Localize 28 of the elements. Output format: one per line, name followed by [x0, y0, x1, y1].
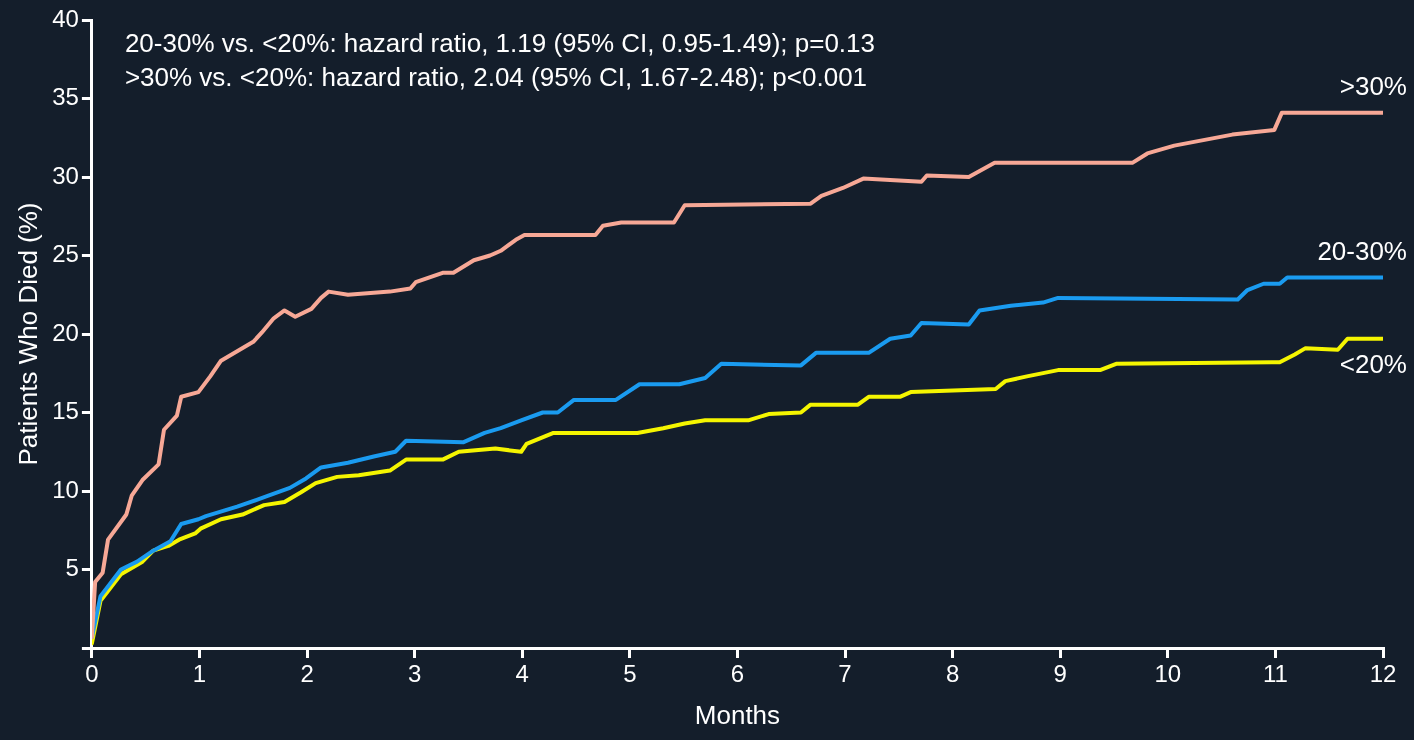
x-tick-label: 8	[945, 660, 960, 688]
x-tick-label: 9	[1053, 660, 1067, 688]
y-tick-label: 10	[52, 475, 79, 503]
annotation: 20-30% vs. <20%: hazard ratio, 1.19 (95% CI, 0.95-1.49); p=0.13	[124, 28, 876, 59]
annotation: >30% vs. <20%: hazard ratio, 2.04 (95% CI, 1.67-2.48); p<0.001	[124, 62, 868, 93]
y-tick-label: 15	[52, 397, 79, 425]
y-axis-title: Patients Who Died (%)	[12, 202, 43, 466]
y-tick-label: 5	[65, 554, 79, 582]
x-tick-label: 1	[192, 660, 207, 688]
x-tick-label: 0	[85, 660, 99, 688]
x-tick-label: 5	[623, 660, 637, 688]
x-tick-label: 6	[730, 660, 745, 688]
x-tick-label: 10	[1154, 660, 1182, 688]
y-tick-label: 20	[52, 318, 79, 346]
x-tick-label: 7	[838, 660, 852, 688]
series-label: >30%	[1339, 70, 1407, 101]
x-tick-label: 4	[515, 660, 529, 688]
x-tick-label: 11	[1262, 660, 1288, 688]
x-tick-label: 2	[300, 660, 314, 688]
series-label: <20%	[1339, 348, 1407, 379]
y-tick-label: 25	[52, 240, 79, 268]
x-axis-title: Months	[694, 699, 781, 730]
y-tick-label: 35	[52, 83, 79, 111]
series-label: 20-30%	[1317, 235, 1407, 266]
y-tick-label: 30	[52, 161, 79, 189]
x-tick-label: 12	[1369, 660, 1397, 688]
y-tick-label: 40	[52, 4, 79, 32]
x-tick-label: 3	[407, 660, 422, 688]
